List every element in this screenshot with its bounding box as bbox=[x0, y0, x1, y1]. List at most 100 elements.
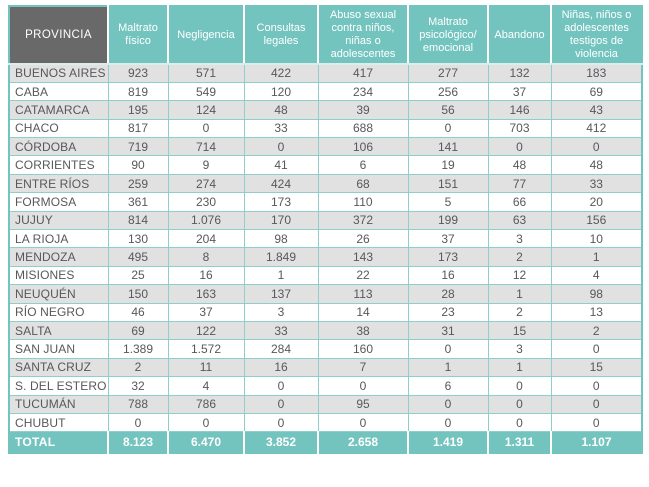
table-row: TUCUMÁN 788 786 0 95 0 0 0 bbox=[8, 394, 643, 414]
value-cell: 817 bbox=[107, 118, 169, 139]
value-cell: 1 bbox=[487, 284, 552, 304]
table-row: S. DEL ESTERO 32 4 0 0 6 0 0 bbox=[8, 376, 643, 396]
column-header-5: Abandono bbox=[487, 6, 551, 65]
value-cell: 3 bbox=[487, 339, 552, 359]
value-cell: 1.572 bbox=[167, 339, 245, 359]
value-cell: 0 bbox=[107, 412, 169, 433]
provinces-violence-table: PROVINCIA Maltrato físico Negligencia Cons… bbox=[8, 5, 643, 454]
table-row: CORRIENTES 90 9 41 6 19 48 48 bbox=[8, 155, 643, 175]
total-value-cell: 3.852 bbox=[243, 431, 318, 453]
table-row: MENDOZA 495 8 1.849 143 173 2 1 bbox=[8, 247, 643, 267]
value-cell: 137 bbox=[243, 284, 319, 304]
value-cell: 31 bbox=[407, 320, 489, 341]
value-cell: 0 bbox=[243, 412, 319, 433]
value-cell: 0 bbox=[407, 412, 489, 433]
value-cell: 424 bbox=[243, 173, 319, 194]
value-cell: 12 bbox=[487, 265, 552, 286]
value-cell: 0 bbox=[317, 376, 409, 396]
value-cell: 141 bbox=[407, 137, 489, 157]
value-cell: 1 bbox=[243, 265, 319, 286]
value-cell: 33 bbox=[243, 320, 319, 341]
total-value-cell: 6.470 bbox=[167, 431, 244, 453]
province-name: LA RIOJA bbox=[8, 229, 109, 249]
table-row: RÍO NEGRO 46 37 3 14 23 2 13 bbox=[8, 302, 643, 322]
value-cell: 183 bbox=[550, 63, 643, 83]
value-cell: 13 bbox=[550, 302, 643, 322]
value-cell: 11 bbox=[167, 357, 245, 378]
province-name: CHACO bbox=[8, 118, 109, 139]
value-cell: 274 bbox=[167, 173, 245, 194]
value-cell: 4 bbox=[167, 376, 245, 396]
table-row: SALTA 69 122 33 38 31 15 2 bbox=[8, 320, 643, 341]
value-cell: 2 bbox=[107, 357, 169, 378]
value-cell: 5 bbox=[407, 192, 489, 212]
value-cell: 2 bbox=[487, 302, 552, 322]
value-cell: 0 bbox=[550, 137, 643, 157]
table-row: CHUBUT 0 0 0 0 0 0 0 bbox=[8, 412, 643, 433]
value-cell: 1 bbox=[407, 357, 489, 378]
value-cell: 195 bbox=[107, 100, 169, 120]
value-cell: 130 bbox=[107, 229, 169, 249]
value-cell: 16 bbox=[243, 357, 319, 378]
provinces-table-container: PROVINCIA Maltrato físico Negligencia Cons… bbox=[8, 5, 643, 454]
value-cell: 132 bbox=[487, 63, 552, 83]
value-cell: 38 bbox=[317, 320, 409, 341]
table-row: CÓRDOBA 719 714 0 106 141 0 0 bbox=[8, 137, 643, 157]
value-cell: 1 bbox=[550, 247, 643, 267]
value-cell: 106 bbox=[317, 137, 409, 157]
value-cell: 23 bbox=[407, 302, 489, 322]
total-value-cell: 8.123 bbox=[107, 431, 168, 453]
table-body: BUENOS AIRES 923 571 422 417 277 132 183 CABA 819… bbox=[8, 63, 643, 433]
value-cell: 3 bbox=[243, 302, 319, 322]
total-value-cell: 1.419 bbox=[407, 431, 488, 453]
value-cell: 0 bbox=[167, 412, 245, 433]
value-cell: 6 bbox=[317, 155, 409, 175]
value-cell: 173 bbox=[243, 192, 319, 212]
value-cell: 68 bbox=[317, 173, 409, 194]
value-cell: 0 bbox=[550, 376, 643, 396]
table-row: CATAMARCA 195 124 48 39 56 146 43 bbox=[8, 100, 643, 120]
province-name: CABA bbox=[8, 81, 109, 102]
column-header-provincia: PROVINCIA bbox=[9, 6, 108, 65]
province-name: JUJUY bbox=[8, 210, 109, 231]
table-row: SAN JUAN 1.389 1.572 284 160 0 3 0 bbox=[8, 339, 643, 359]
value-cell: 124 bbox=[167, 100, 245, 120]
value-cell: 0 bbox=[317, 412, 409, 433]
value-cell: 120 bbox=[243, 81, 319, 102]
value-cell: 163 bbox=[167, 284, 245, 304]
value-cell: 923 bbox=[107, 63, 169, 83]
value-cell: 170 bbox=[243, 210, 319, 231]
value-cell: 3 bbox=[487, 229, 552, 249]
value-cell: 571 bbox=[167, 63, 245, 83]
value-cell: 0 bbox=[550, 394, 643, 414]
table-row: CHACO 817 0 33 688 0 703 412 bbox=[8, 118, 643, 139]
value-cell: 417 bbox=[317, 63, 409, 83]
province-name: SAN JUAN bbox=[8, 339, 109, 359]
value-cell: 6 bbox=[407, 376, 489, 396]
value-cell: 77 bbox=[487, 173, 552, 194]
province-name: SALTA bbox=[8, 320, 109, 341]
value-cell: 95 bbox=[317, 394, 409, 414]
value-cell: 0 bbox=[487, 412, 552, 433]
value-cell: 0 bbox=[407, 118, 489, 139]
table-row: MISIONES 25 16 1 22 16 12 4 bbox=[8, 265, 643, 286]
column-header-6: Niñas, niños o adolescentes testigos de … bbox=[550, 6, 642, 65]
value-cell: 110 bbox=[317, 192, 409, 212]
value-cell: 98 bbox=[243, 229, 319, 249]
value-cell: 9 bbox=[167, 155, 245, 175]
province-name: CORRIENTES bbox=[8, 155, 109, 175]
total-value-cell: 2.658 bbox=[317, 431, 408, 453]
value-cell: 0 bbox=[243, 137, 319, 157]
value-cell: 122 bbox=[167, 320, 245, 341]
province-name: CÓRDOBA bbox=[8, 137, 109, 157]
value-cell: 39 bbox=[317, 100, 409, 120]
value-cell: 495 bbox=[107, 247, 169, 267]
value-cell: 37 bbox=[407, 229, 489, 249]
column-header-1: Negligencia bbox=[167, 6, 244, 65]
value-cell: 98 bbox=[550, 284, 643, 304]
value-cell: 41 bbox=[243, 155, 319, 175]
table-row: FORMOSA 361 230 173 110 5 66 20 bbox=[8, 192, 643, 212]
value-cell: 63 bbox=[487, 210, 552, 231]
value-cell: 43 bbox=[550, 100, 643, 120]
value-cell: 284 bbox=[243, 339, 319, 359]
